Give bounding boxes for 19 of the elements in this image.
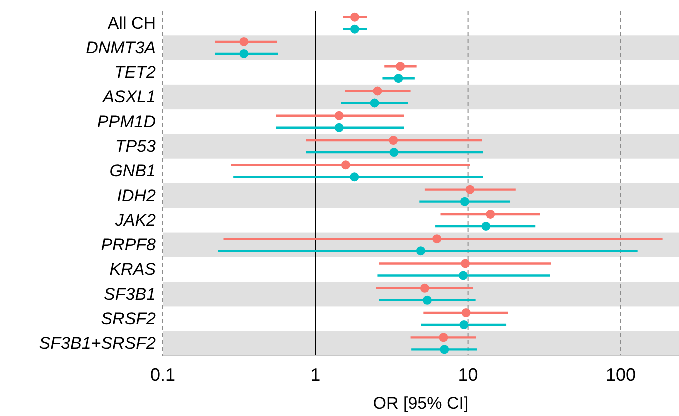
y-tick-label: KRAS — [110, 260, 157, 280]
y-tick-label: TP53 — [115, 136, 157, 156]
y-tick-label: IDH2 — [117, 186, 157, 206]
y-tick-label: ASXL1 — [102, 88, 156, 107]
y-tick-label: GNB1 — [110, 162, 156, 181]
y-tick-label: SF3B1 — [104, 284, 156, 304]
y-tick-label: All CH — [108, 14, 156, 33]
x-tick-label: 10 — [458, 364, 478, 385]
y-tick-label: PPM1D — [97, 112, 156, 132]
x-axis-title: OR [95% CI] — [373, 394, 469, 413]
y-tick-label: DNMT3A — [86, 38, 156, 58]
y-tick-label: JAK2 — [114, 210, 157, 230]
x-tick-label: 1 — [310, 364, 321, 385]
x-tick-label: 100 — [606, 364, 636, 385]
y-tick-label: TET2 — [114, 63, 157, 82]
y-tick-label: SRSF2 — [101, 309, 157, 328]
x-tick-label: 0.1 — [150, 364, 176, 385]
y-tick-label: SF3B1+SRSF2 — [39, 334, 157, 354]
y-tick-label: PRPF8 — [101, 236, 157, 255]
